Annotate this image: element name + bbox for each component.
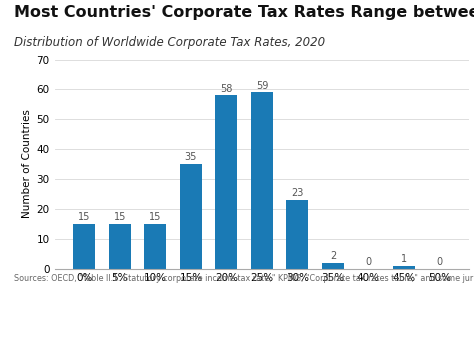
Text: 1: 1	[401, 254, 407, 264]
Bar	[286, 200, 309, 269]
Bar	[251, 92, 273, 269]
Text: 0: 0	[365, 257, 372, 267]
Text: 59: 59	[255, 81, 268, 90]
Bar	[109, 224, 131, 269]
Text: @TaxFoundation: @TaxFoundation	[370, 322, 462, 332]
Text: 58: 58	[220, 84, 233, 94]
Bar	[73, 224, 95, 269]
Bar	[322, 262, 344, 269]
Text: 0: 0	[437, 257, 442, 267]
Text: 23: 23	[291, 188, 303, 198]
Text: Most Countries' Corporate Tax Rates Range between 20% and 30%: Most Countries' Corporate Tax Rates Rang…	[14, 5, 474, 20]
Text: 15: 15	[78, 212, 91, 222]
Text: TAX FOUNDATION: TAX FOUNDATION	[12, 322, 122, 332]
Text: Sources: OECD, "Table II.1. Statutory corporate income tax rate;" KPMG, "Corpora: Sources: OECD, "Table II.1. Statutory co…	[14, 274, 474, 283]
Text: 15: 15	[114, 212, 126, 222]
Bar	[215, 95, 237, 269]
Text: 35: 35	[185, 152, 197, 162]
Y-axis label: Number of Countries: Number of Countries	[22, 109, 32, 219]
Text: 2: 2	[330, 251, 336, 261]
Text: Distribution of Worldwide Corporate Tax Rates, 2020: Distribution of Worldwide Corporate Tax …	[14, 36, 325, 49]
Bar	[393, 266, 415, 269]
Bar	[145, 224, 166, 269]
Text: 15: 15	[149, 212, 162, 222]
Bar	[180, 164, 202, 269]
